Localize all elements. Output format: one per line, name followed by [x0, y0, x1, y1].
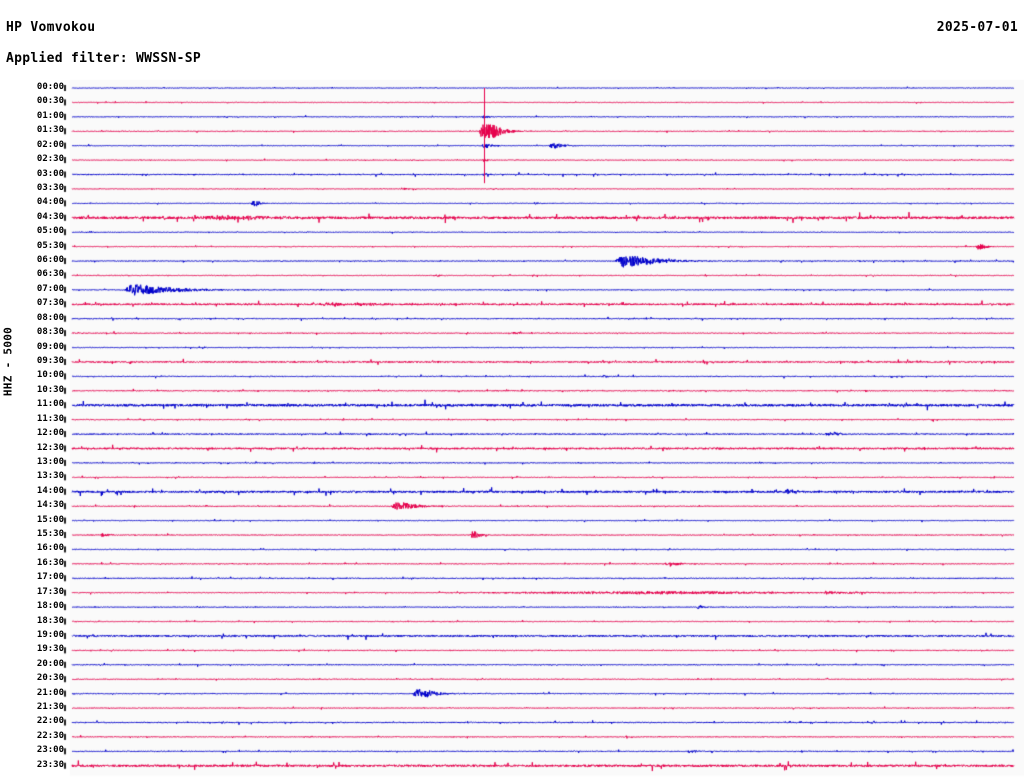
time-tick-22-00: 22:00: [36, 716, 64, 727]
time-tick-08-00: 08:00: [36, 312, 64, 323]
time-tick-21-00: 21:00: [36, 687, 64, 698]
time-tick-14-30: 14:30: [36, 500, 64, 511]
time-tick-11-30: 11:30: [36, 413, 64, 424]
time-tick-01-00: 01:00: [36, 110, 64, 121]
time-tick-06-30: 06:30: [36, 269, 64, 280]
time-tick-20-00: 20:00: [36, 658, 64, 669]
time-tick-00-00: 00:00: [36, 82, 64, 92]
time-tick-20-30: 20:30: [36, 673, 64, 684]
time-tick-18-30: 18:30: [36, 615, 64, 626]
time-tick-17-30: 17:30: [36, 586, 64, 597]
time-tick-05-30: 05:30: [36, 240, 64, 251]
time-tick-13-30: 13:30: [36, 471, 64, 482]
time-tick-08-30: 08:30: [36, 327, 64, 338]
time-tick-19-30: 19:30: [36, 644, 64, 655]
time-tick-16-00: 16:00: [36, 543, 64, 554]
time-tick-03-00: 03:00: [36, 168, 64, 179]
time-tick-22-30: 22:30: [36, 730, 64, 741]
time-tick-00-30: 00:30: [36, 96, 64, 107]
time-tick-21-30: 21:30: [36, 702, 64, 713]
time-tick-07-00: 07:00: [36, 283, 64, 294]
time-tick-07-30: 07:30: [36, 298, 64, 309]
time-tick-19-00: 19:00: [36, 629, 64, 640]
time-tick-15-30: 15:30: [36, 529, 64, 540]
time-tick-17-00: 17:00: [36, 572, 64, 583]
time-tick-04-00: 04:00: [36, 197, 64, 208]
time-tick-15-00: 15:00: [36, 514, 64, 525]
time-tick-12-00: 12:00: [36, 428, 64, 439]
time-tick-09-00: 09:00: [36, 341, 64, 352]
time-tick-10-00: 10:00: [36, 370, 64, 381]
time-tick-12-30: 12:30: [36, 442, 64, 453]
time-tick-11-00: 11:00: [36, 399, 64, 410]
time-tick-23-00: 23:00: [36, 745, 64, 756]
time-tick-09-30: 09:30: [36, 355, 64, 366]
time-tick-06-00: 06:00: [36, 255, 64, 266]
time-tick-23-30: 23:30: [36, 759, 64, 770]
time-tick-04-30: 04:30: [36, 211, 64, 222]
time-tick-02-30: 02:30: [36, 154, 64, 165]
time-tick-05-00: 05:00: [36, 226, 64, 237]
time-tick-03-30: 03:30: [36, 182, 64, 193]
time-tick-13-00: 13:00: [36, 456, 64, 467]
time-tick-18-00: 18:00: [36, 601, 64, 612]
time-tick-01-30: 01:30: [36, 125, 64, 136]
time-tick-16-30: 16:30: [36, 557, 64, 568]
time-tick-10-30: 10:30: [36, 384, 64, 395]
time-tick-14-00: 14:00: [36, 485, 64, 496]
time-tick-02-00: 02:00: [36, 139, 64, 150]
